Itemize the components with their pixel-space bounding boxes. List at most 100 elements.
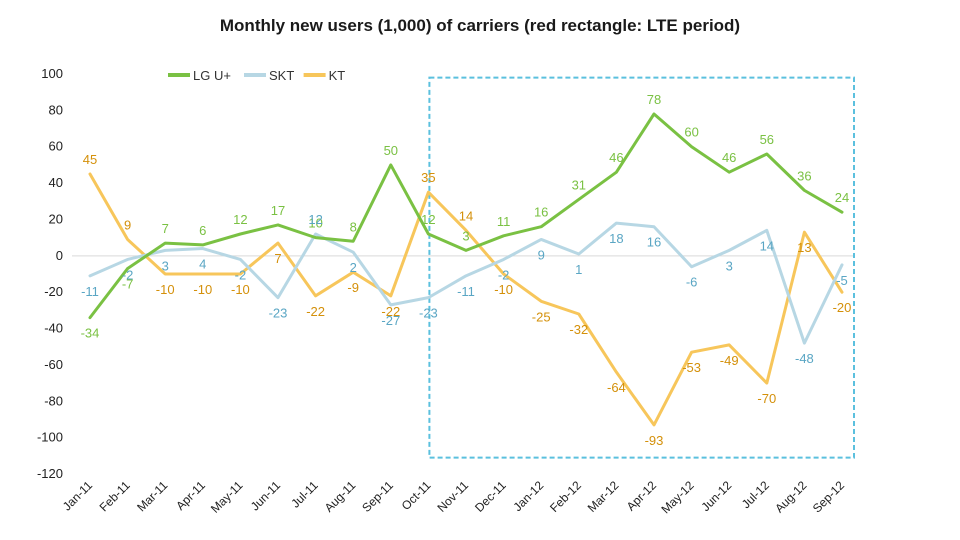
data-label-kt: -25 [532, 309, 551, 324]
data-label-kt: 35 [421, 170, 435, 185]
data-label-kt: -70 [757, 391, 776, 406]
data-label-lg-u-: 56 [760, 132, 774, 147]
data-label-skt: -27 [381, 313, 400, 328]
data-label-skt: -2 [498, 267, 510, 282]
data-label-skt: 9 [538, 247, 545, 262]
data-label-kt: 14 [459, 208, 473, 223]
data-label-skt: 1 [575, 262, 582, 277]
x-tick-label: Mar-11 [134, 478, 170, 514]
data-label-kt: -49 [720, 353, 739, 368]
data-label-kt: -10 [231, 282, 250, 297]
series-line-skt [88, 221, 844, 345]
data-label-lg-u-: 6 [199, 223, 206, 238]
data-label-skt: 12 [308, 212, 322, 227]
x-tick-label: Nov-11 [434, 478, 471, 515]
data-label-skt: -2 [122, 267, 134, 282]
data-label-kt: -10 [494, 282, 513, 297]
y-tick-label: -80 [44, 393, 63, 408]
legend-label: LG U+ [193, 68, 231, 83]
data-label-skt: -2 [235, 267, 247, 282]
data-label-kt: -10 [156, 282, 175, 297]
data-label-lg-u-: 36 [797, 168, 811, 183]
data-label-kt: 13 [797, 240, 811, 255]
x-tick-label: Feb-12 [547, 478, 584, 515]
data-label-lg-u-: 78 [647, 92, 661, 107]
x-tick-label: Jul-11 [288, 478, 321, 511]
y-tick-label: -100 [37, 430, 63, 445]
legend-label: SKT [269, 68, 294, 83]
series-line-lg-u- [88, 112, 844, 320]
data-label-lg-u-: 10 [308, 216, 322, 231]
data-label-skt: 2 [350, 260, 357, 275]
x-tick-label: May-11 [208, 478, 246, 516]
data-label-lg-u-: 17 [271, 203, 285, 218]
y-tick-label: 40 [49, 175, 63, 190]
chart-title: Monthly new users (1,000) of carriers (r… [219, 16, 741, 35]
lte-period-box [428, 76, 855, 459]
data-label-lg-u-: 12 [233, 212, 247, 227]
x-tick-label: Feb-11 [97, 478, 133, 514]
series-line-kt [88, 172, 844, 427]
data-label-skt: 3 [726, 258, 733, 273]
data-label-skt: -5 [836, 273, 848, 288]
x-tick-label: Jul-12 [739, 478, 772, 511]
data-label-kt: -32 [569, 322, 588, 337]
y-tick-label: -40 [44, 321, 63, 336]
data-label-lg-u-: -7 [122, 277, 134, 292]
data-label-skt: -11 [81, 284, 99, 299]
x-tick-label: Sep-12 [810, 478, 847, 515]
data-label-kt: 9 [124, 217, 131, 232]
x-tick-label: Jun-12 [698, 478, 734, 514]
y-tick-label: 0 [56, 248, 63, 263]
data-label-lg-u-: 46 [722, 150, 736, 165]
data-label-kt: -93 [645, 433, 664, 448]
data-label-lg-u-: 46 [609, 150, 623, 165]
x-tick-label: Apr-11 [173, 478, 208, 513]
data-label-lg-u-: 50 [384, 143, 398, 158]
data-label-kt: -22 [381, 304, 400, 319]
data-label-skt: -11 [457, 284, 475, 299]
data-label-kt: 7 [274, 251, 281, 266]
x-tick-label: Apr-12 [624, 478, 660, 514]
data-label-skt: 16 [647, 235, 661, 250]
data-label-lg-u-: 12 [421, 212, 435, 227]
data-label-skt: -23 [269, 306, 288, 321]
x-tick-label: Sep-11 [359, 478, 396, 515]
data-label-lg-u-: 24 [835, 190, 849, 205]
data-label-lg-u-: 7 [162, 221, 169, 236]
data-label-skt: 3 [162, 258, 169, 273]
data-label-kt: -9 [347, 280, 359, 295]
x-tick-label: Aug-11 [322, 478, 359, 515]
x-tick-label: Mar-12 [585, 478, 622, 515]
data-label-lg-u-: 8 [350, 219, 357, 234]
data-label-skt: 4 [199, 257, 206, 272]
data-label-lg-u-: 11 [497, 214, 511, 229]
data-label-skt: 14 [760, 238, 774, 253]
data-label-lg-u-: -34 [81, 326, 100, 341]
data-label-skt: 18 [609, 231, 623, 246]
data-label-skt: -6 [686, 275, 698, 290]
data-label-kt: -10 [193, 282, 212, 297]
data-label-lg-u-: 16 [534, 205, 548, 220]
data-label-lg-u-: 3 [462, 228, 469, 243]
data-label-lg-u-: 31 [572, 177, 586, 192]
data-label-kt: -53 [682, 360, 701, 375]
y-tick-label: -20 [44, 284, 63, 299]
x-tick-label: Oct-11 [399, 478, 434, 513]
y-tick-label: 20 [49, 211, 63, 226]
data-label-kt: -64 [607, 380, 626, 395]
x-tick-label: Jun-11 [248, 478, 283, 513]
data-label-kt: -20 [833, 300, 852, 315]
data-label-kt: 45 [83, 152, 97, 167]
data-label-lg-u-: 60 [684, 125, 698, 140]
x-tick-label: Dec-11 [472, 478, 509, 515]
x-tick-label: Jan-11 [60, 478, 95, 513]
y-tick-label: 60 [49, 139, 63, 154]
x-tick-label: Jan-12 [510, 478, 546, 514]
legend-label: KT [329, 68, 346, 83]
y-tick-label: 100 [41, 66, 63, 81]
y-tick-label: 80 [49, 102, 63, 117]
data-label-kt: -22 [306, 304, 325, 319]
